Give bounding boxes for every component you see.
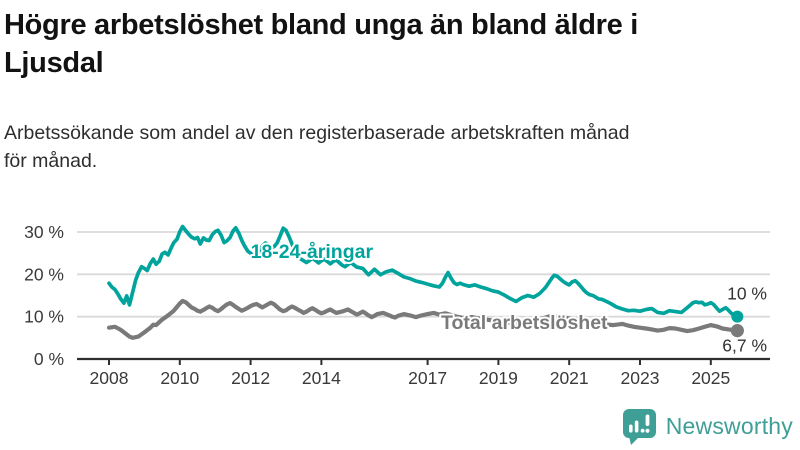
page-subtitle-line-1: Arbetssökande som andel av den registerb… — [4, 122, 630, 144]
logo-exclamation-dot — [645, 428, 650, 433]
x-tick-label-2023: 2023 — [621, 368, 660, 388]
x-tick-label-2019: 2019 — [479, 368, 518, 388]
series-label-youth: 18-24-åringar — [251, 240, 374, 263]
series-end-dot-total — [730, 324, 744, 338]
unemployment-line-chart: 0 % 10 % 20 % 30 % 2008 2010 2012 2014 2017 2019 2… — [24, 222, 770, 388]
y-tick-label-20: 20 % — [24, 264, 64, 284]
y-tick-label-30: 30 % — [24, 222, 64, 242]
newsworthy-logo: Newsworthy — [621, 407, 793, 445]
page-title-line-1: Högre arbetslöshet bland unga än bland ä… — [4, 9, 638, 41]
page-subtitle: Arbetssökande som andel av den registerb… — [4, 119, 794, 175]
page-subtitle-line-2: för månad. — [4, 150, 98, 172]
page-title-line-2: Ljusdal — [4, 47, 104, 79]
logo-period-dot — [640, 428, 645, 433]
x-tick-label-2017: 2017 — [408, 368, 447, 388]
y-tick-label-10: 10 % — [24, 307, 64, 327]
series-line-total — [106, 298, 740, 340]
x-tick-label-2008: 2008 — [90, 368, 129, 388]
logo-bar-short — [628, 424, 633, 433]
x-tick-label-2012: 2012 — [231, 368, 270, 388]
end-value-label-youth: 10 % — [727, 284, 767, 304]
series-end-dot-youth — [731, 310, 744, 323]
x-tick-label-2021: 2021 — [550, 368, 589, 388]
y-tick-label-0: 0 % — [34, 349, 64, 369]
end-value-label-total: 6,7 % — [722, 336, 767, 356]
newsworthy-icon — [622, 409, 656, 445]
logo-exclamation-bar — [645, 414, 650, 426]
newsworthy-logo-text: Newsworthy — [665, 412, 793, 439]
logo-bar-tall — [634, 420, 639, 433]
x-tick-label-2025: 2025 — [691, 368, 730, 388]
series-line-youth — [107, 224, 740, 319]
series-label-total: Total arbetslöshet — [441, 312, 608, 334]
x-tick-label-2010: 2010 — [160, 368, 199, 388]
page-title: Högre arbetslöshet bland unga än bland ä… — [4, 6, 794, 82]
x-tick-label-2014: 2014 — [302, 368, 341, 388]
